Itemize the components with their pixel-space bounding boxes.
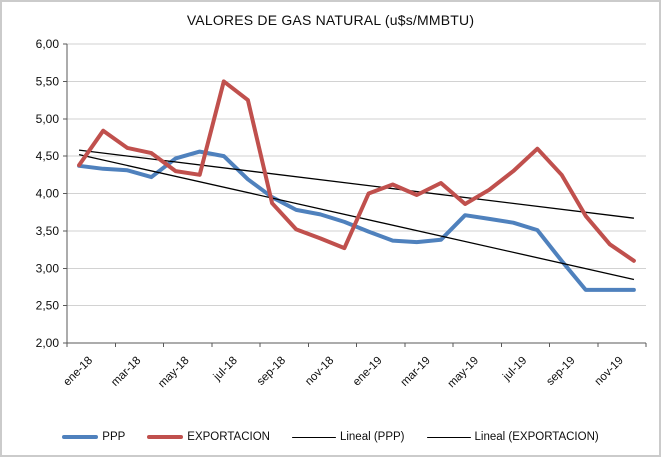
x-tick-label: may-19 xyxy=(446,355,482,391)
y-tick-label: 4,50 xyxy=(36,149,60,163)
y-tick-label: 5,00 xyxy=(36,112,60,126)
trendline-lineal-exportacion xyxy=(78,149,635,219)
legend-label-lineal-ppp: Lineal (PPP) xyxy=(339,431,405,443)
x-tick-label: nov-19 xyxy=(593,355,626,388)
legend-item-exportacion: EXPORTACION xyxy=(147,431,270,443)
y-tick-label: 2,00 xyxy=(36,336,60,350)
legend-label-exportacion: EXPORTACION xyxy=(187,431,270,443)
series-exportacion-line xyxy=(77,79,636,263)
ppp-line-sample xyxy=(62,435,99,439)
legend-item-lineal-ppp: Lineal (PPP) xyxy=(291,431,405,443)
y-tick-label: 2,50 xyxy=(36,299,60,313)
legend-label-lineal-exportacion: Lineal (EXPORTACION) xyxy=(474,431,599,443)
y-tick-label: 3,00 xyxy=(36,261,60,275)
legend: PPP EXPORTACION Lineal (PPP) Lineal (EXP… xyxy=(2,431,659,443)
legend-item-ppp: PPP xyxy=(62,431,125,443)
legend-label-ppp: PPP xyxy=(102,431,126,443)
x-tick-label: jul-18 xyxy=(211,355,240,384)
exportacion-line-sample xyxy=(147,435,184,439)
lineal-exportacion-line-sample xyxy=(426,436,471,438)
x-tick-label: sep-19 xyxy=(544,355,577,388)
x-tick-label: mar-18 xyxy=(109,355,143,389)
x-tick-label: may-18 xyxy=(156,355,192,391)
x-tick-label: ene-19 xyxy=(351,355,385,389)
x-tick-label: mar-19 xyxy=(399,355,433,389)
lineal-ppp-line-sample xyxy=(291,436,336,438)
x-tick-label: sep-18 xyxy=(255,355,288,388)
plot-area: 6,005,505,004,504,003,503,002,502,00ene-… xyxy=(36,37,647,391)
y-tick-label: 3,50 xyxy=(36,224,60,238)
x-tick-label: ene-18 xyxy=(61,355,95,389)
x-tick-label: jul-19 xyxy=(500,355,529,384)
y-tick-label: 6,00 xyxy=(36,37,60,51)
y-tick-label: 5,50 xyxy=(36,74,60,88)
legend-item-lineal-exportacion: Lineal (EXPORTACION) xyxy=(426,431,599,443)
x-tick-label: nov-18 xyxy=(303,355,336,388)
y-tick-label: 4,00 xyxy=(36,187,60,201)
chart-title: VALORES DE GAS NATURAL (u$s/MMBTU) xyxy=(186,12,475,28)
